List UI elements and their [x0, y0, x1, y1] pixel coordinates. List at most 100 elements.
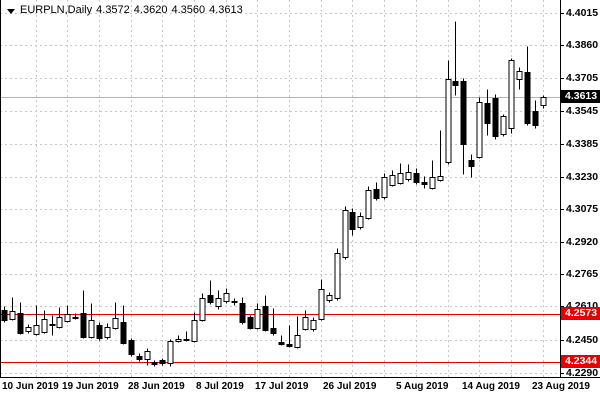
- candle-body-bearish: [468, 160, 475, 167]
- candle: [334, 248, 341, 301]
- candle: [302, 310, 309, 331]
- price-axis-label: 4.3705: [566, 71, 599, 84]
- candle: [128, 338, 135, 357]
- candle: [56, 307, 63, 329]
- candle-body-bullish: [144, 351, 151, 360]
- candle: [508, 58, 515, 134]
- candle: [207, 280, 214, 305]
- price-axis-label: 4.2290: [566, 366, 599, 379]
- candle: [96, 322, 103, 341]
- candle: [270, 308, 277, 336]
- candle-body-bullish: [254, 309, 261, 329]
- candle: [151, 360, 158, 367]
- candle: [460, 78, 467, 175]
- candle-body-bullish: [33, 325, 40, 335]
- candle-body-bearish: [413, 173, 420, 183]
- candle-body-bullish: [191, 320, 198, 342]
- candle-body-bullish: [326, 295, 333, 301]
- candle-body-bullish: [500, 116, 507, 135]
- date-axis-label: 10 Jun 2019: [2, 381, 59, 392]
- symbol-dropdown-icon[interactable]: [7, 9, 15, 14]
- candle: [405, 164, 412, 182]
- candle: [318, 279, 325, 321]
- candle: [17, 302, 24, 335]
- candle-body-bullish: [540, 97, 547, 106]
- candle-body-bullish: [199, 298, 206, 321]
- candle-body-bearish: [421, 182, 428, 185]
- price-axis-label: 4.2765: [566, 267, 599, 280]
- candle-body-bullish: [215, 298, 222, 307]
- candle: [175, 335, 182, 343]
- candle: [120, 305, 127, 345]
- candle-body-bearish: [96, 325, 103, 339]
- candle: [25, 324, 32, 334]
- candle: [532, 100, 539, 129]
- date-axis-label: 28 Jun 2019: [128, 381, 185, 392]
- candle: [286, 325, 293, 348]
- candle: [437, 130, 444, 182]
- candle: [136, 353, 143, 362]
- candle-body-bearish: [80, 313, 87, 338]
- candle-body-bullish: [318, 289, 325, 320]
- candle-body-bearish: [17, 313, 24, 334]
- candle: [373, 182, 380, 201]
- candle-body-bullish: [334, 253, 341, 299]
- candle-body-bullish: [294, 335, 301, 348]
- candle: [524, 46, 531, 126]
- candle: [381, 173, 388, 200]
- candle: [247, 315, 254, 330]
- candle-body-bullish: [310, 320, 317, 330]
- candle: [144, 348, 151, 366]
- candle-body-bearish: [484, 103, 491, 124]
- candle: [199, 293, 206, 322]
- candle: [215, 290, 222, 310]
- price-axis-label: 4.3545: [566, 105, 599, 118]
- price-axis-label: 4.3385: [566, 138, 599, 151]
- candle-body-bullish: [397, 173, 404, 184]
- current-price-badge: 4.3613: [561, 90, 600, 104]
- date-axis-label: 8 Jul 2019: [196, 381, 244, 392]
- candle: [349, 208, 356, 236]
- level-price-badge: 4.2573: [561, 307, 600, 321]
- candle-body-bullish: [365, 190, 372, 219]
- candle-body-bearish: [492, 98, 499, 137]
- price-axis-label: 4.4015: [566, 7, 599, 19]
- candle: [159, 358, 166, 366]
- candle-body-bullish: [104, 327, 111, 338]
- price-axis-label: 4.3860: [566, 39, 599, 52]
- candle: [88, 303, 95, 339]
- candle: [1, 306, 8, 323]
- candle-body-bearish: [349, 212, 356, 230]
- candle-body-bearish: [136, 356, 143, 360]
- candle-body-bearish: [128, 340, 135, 355]
- price-axis-label: 4.2920: [566, 235, 599, 248]
- candle: [191, 312, 198, 343]
- candle: [262, 295, 269, 332]
- candle: [365, 186, 372, 220]
- candle-body-bearish: [262, 306, 269, 331]
- candle: [254, 303, 261, 330]
- candle: [104, 323, 111, 340]
- candle: [516, 67, 523, 90]
- candle-body-bearish: [452, 81, 459, 86]
- candle-body-bullish: [41, 319, 48, 333]
- candle: [239, 297, 246, 325]
- candle-body-bearish: [120, 322, 127, 344]
- candle: [429, 160, 436, 190]
- date-axis-label: 14 Aug 2019: [462, 381, 520, 392]
- candle: [342, 206, 349, 260]
- candle: [452, 21, 459, 96]
- ohlc-low: 4.3560: [171, 4, 206, 16]
- candle: [476, 97, 483, 159]
- candle-body-bearish: [239, 303, 246, 323]
- candle-body-bearish: [270, 328, 277, 334]
- candle-body-bearish: [151, 362, 158, 365]
- candle-body-bullish: [445, 79, 452, 163]
- date-axis-label: 19 Jun 2019: [62, 381, 119, 392]
- candle: [397, 163, 404, 185]
- candle-body-bullish: [167, 341, 174, 364]
- candle-body-bearish: [207, 295, 214, 303]
- candle-body-bearish: [524, 72, 531, 124]
- candle-body-bearish: [72, 317, 79, 319]
